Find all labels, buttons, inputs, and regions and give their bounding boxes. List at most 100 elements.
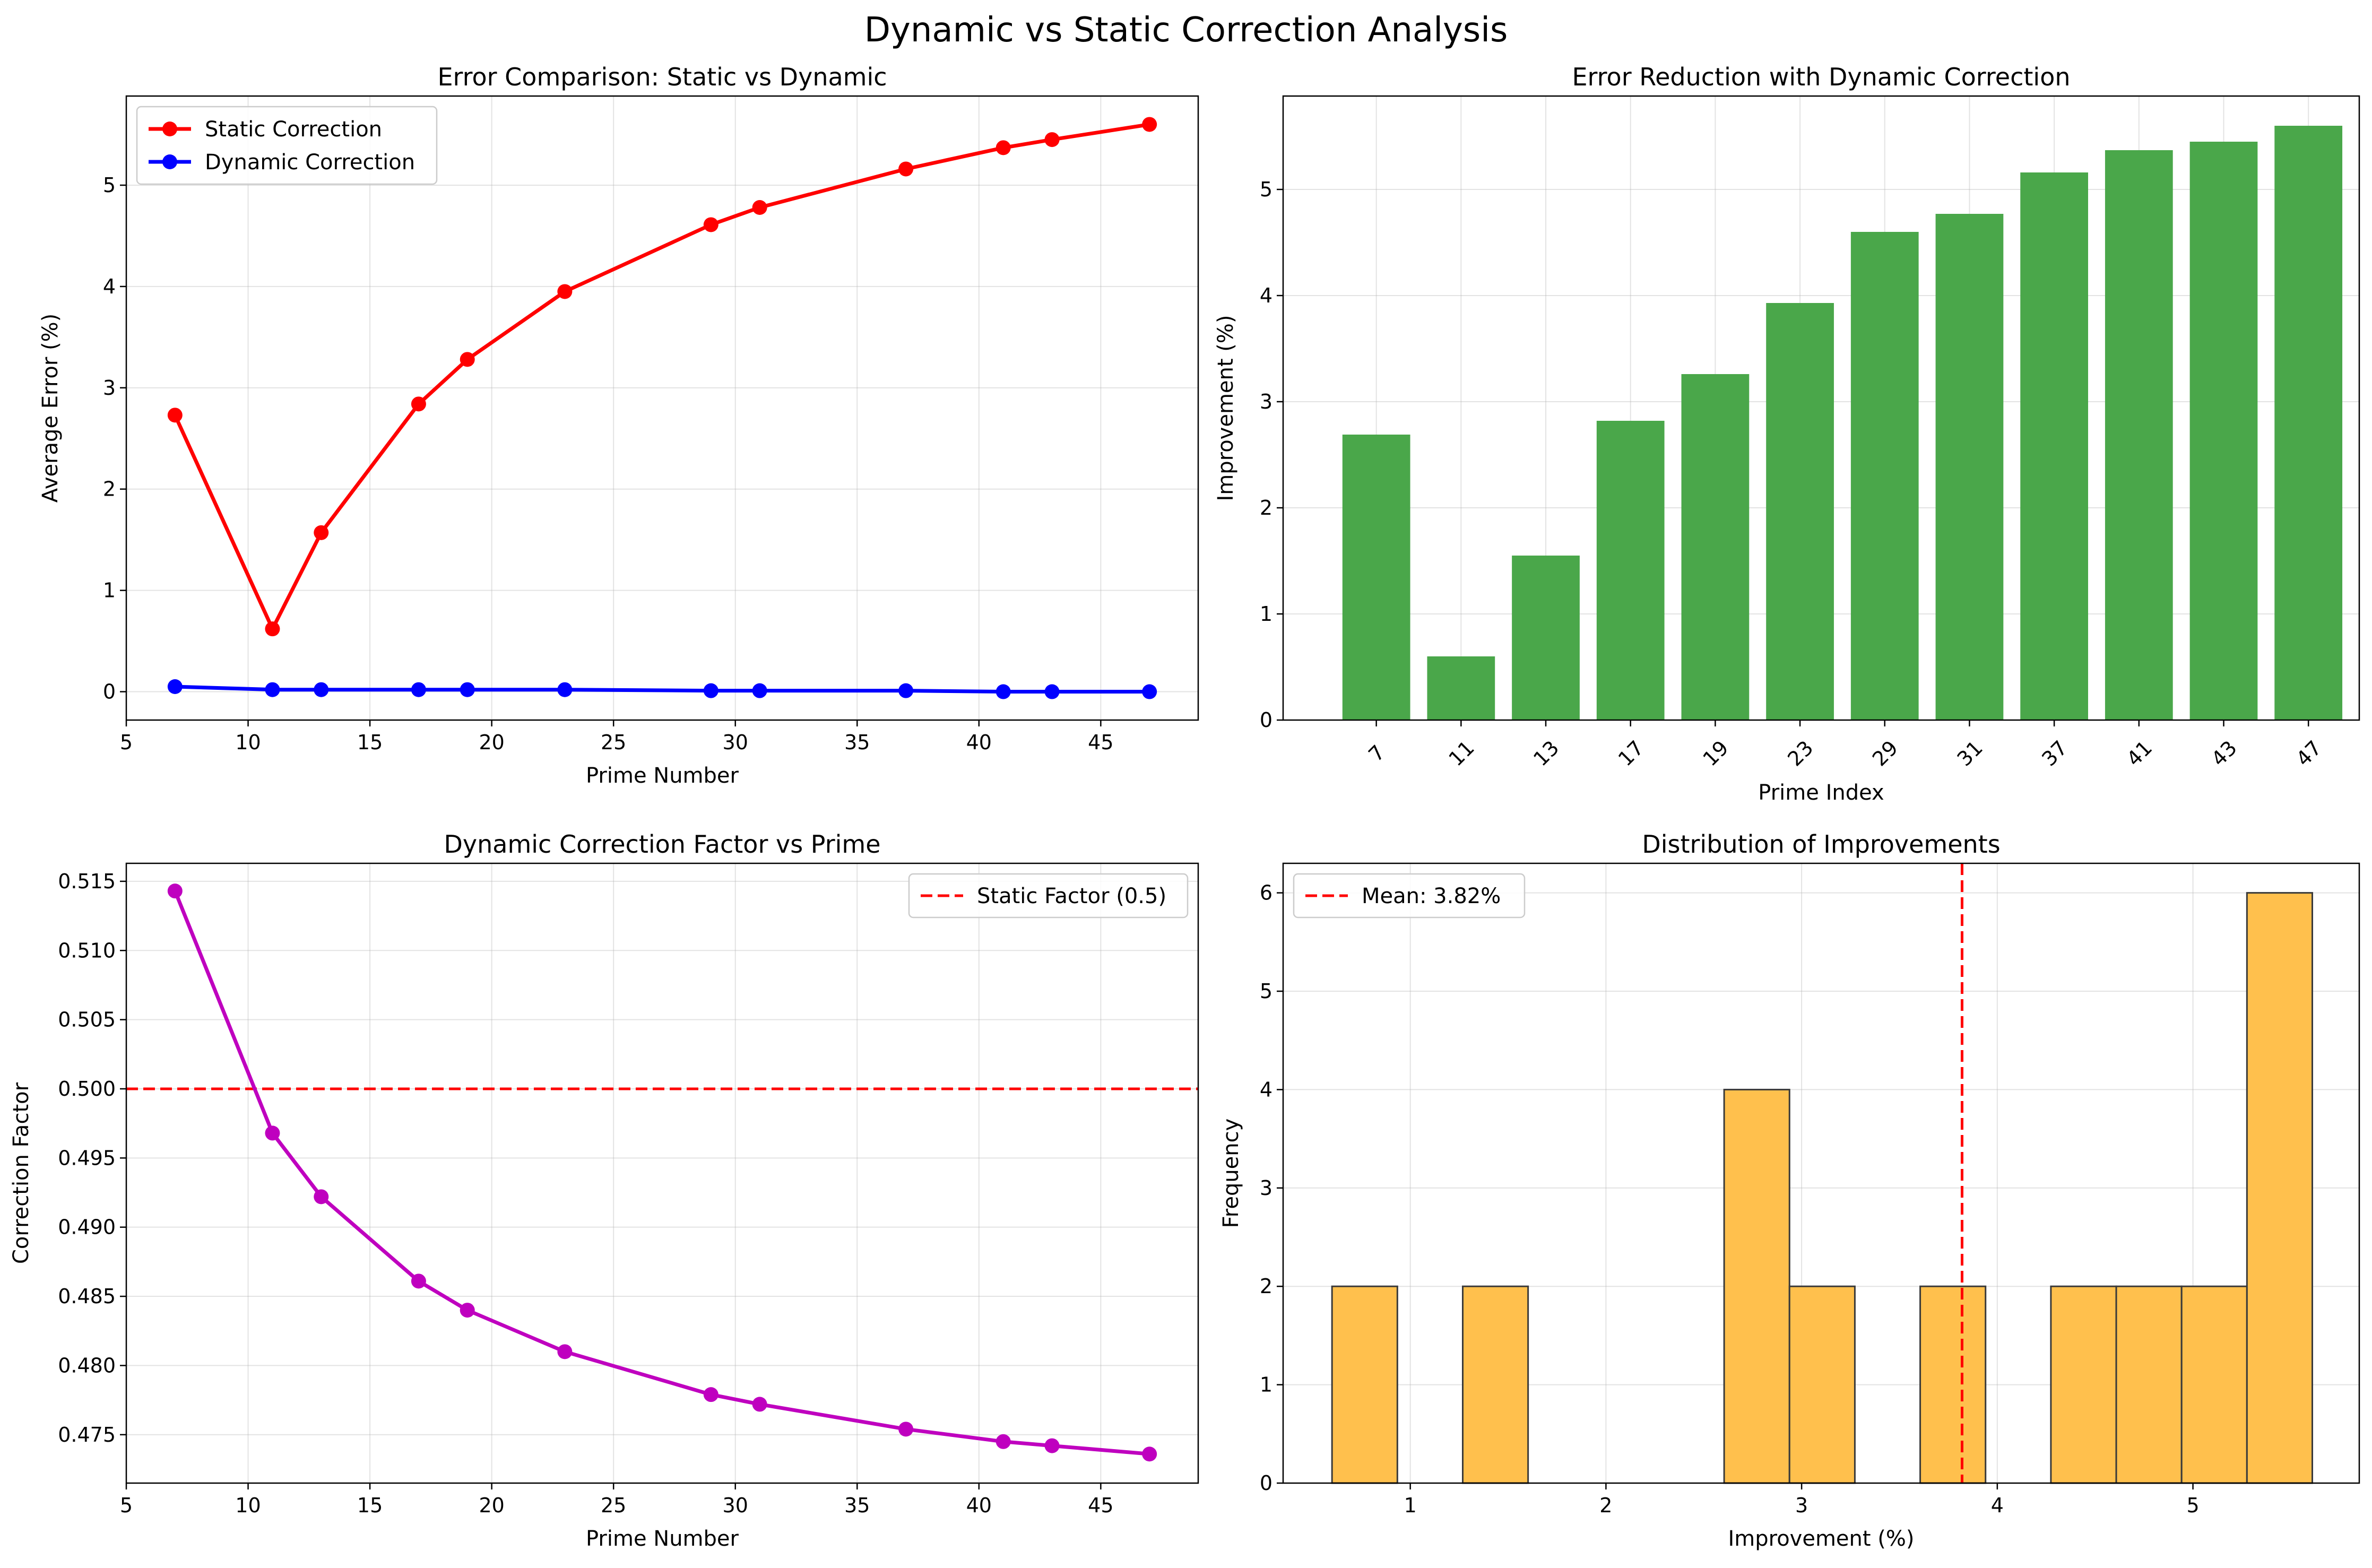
chart-0-series-0-point	[1142, 117, 1157, 132]
chart-2-y-tick-label: 0.475	[58, 1423, 116, 1446]
chart-0-series-1-point	[460, 682, 475, 697]
chart-0-series-1-point	[995, 684, 1011, 699]
chart-0-y-tick-label: 2	[103, 478, 116, 501]
chart-0-legend-label-0: Static Correction	[205, 117, 382, 142]
chart-0-x-tick-label: 15	[357, 731, 383, 754]
chart-2-x-tick-label: 25	[601, 1494, 626, 1517]
chart-3-x-tick-label: 2	[1599, 1494, 1612, 1517]
chart-0-x-tick-label: 5	[120, 731, 133, 754]
chart-0-series-1-line	[175, 685, 1150, 694]
chart-0-series-1-point	[314, 682, 329, 697]
chart-2-series-0-point	[557, 1344, 573, 1359]
chart-2-series-0-point	[460, 1303, 475, 1318]
chart-0-x-tick-label: 40	[966, 731, 992, 754]
chart-0-legend-marker-1	[162, 154, 177, 169]
chart-0-series-0-point	[167, 408, 183, 423]
chart-0-y-axis-label: Average Error (%)	[38, 314, 63, 503]
chart-3-x-tick-label: 1	[1404, 1494, 1417, 1517]
chart-2-y-tick-label: 0.505	[58, 1008, 116, 1032]
chart-2-x-tick-label: 5	[120, 1494, 133, 1517]
chart-1-bar	[2105, 150, 2173, 720]
chart-2-axes-frame	[125, 862, 1199, 1484]
chart-1-y-tick-label: 4	[1260, 284, 1272, 307]
chart-1-axes-frame	[1282, 95, 2360, 721]
chart-3-legend	[1293, 873, 1526, 919]
chart-2-series-0-point	[411, 1274, 426, 1289]
chart-0-series-1-point	[167, 679, 183, 694]
chart-2-series-0-point	[752, 1397, 767, 1412]
chart-2-x-tick-label: 10	[235, 1494, 261, 1517]
chart-1-title: Error Reduction with Dynamic Correction	[1572, 63, 2070, 91]
chart-2-y-tick-label: 0.500	[58, 1077, 116, 1101]
figure-suptitle: Dynamic vs Static Correction Analysis	[864, 11, 1508, 50]
chart-3-histogram-bar	[2180, 1285, 2248, 1484]
chart-0-series-1-point	[411, 682, 426, 697]
chart-2-y-tick-label: 0.485	[58, 1285, 116, 1308]
chart-0-series-0-point	[265, 621, 280, 637]
chart-2-x-tick-label: 35	[844, 1494, 870, 1517]
chart-2-y-tick-label: 0.480	[58, 1354, 116, 1377]
chart-2-series-0-point	[1044, 1438, 1060, 1453]
chart-0-axes-frame	[125, 95, 1199, 721]
chart-2-y-tick-label: 0.495	[58, 1146, 116, 1169]
chart-2-y-axis-label: Correction Factor	[9, 1082, 33, 1264]
chart-0-x-tick-label: 25	[601, 731, 626, 754]
chart-0-legend	[136, 106, 438, 185]
chart-3-x-axis-label: Improvement (%)	[1728, 1527, 1914, 1551]
chart-2-x-axis-label: Prime Number	[586, 1527, 739, 1551]
chart-0-x-tick-label: 30	[723, 731, 748, 754]
chart-1-bar	[1512, 556, 1580, 720]
chart-3-y-tick-label: 5	[1260, 980, 1272, 1003]
chart-1-bar	[1596, 421, 1665, 720]
chart-1-y-tick-label: 5	[1260, 178, 1272, 201]
chart-3-legend-label: Mean: 3.82%	[1362, 884, 1501, 908]
chart-1-bar	[1935, 214, 2004, 720]
chart-2-series-0-point	[995, 1434, 1011, 1449]
chart-0-series-1-point	[1044, 684, 1060, 699]
chart-3-y-tick-label: 0	[1260, 1471, 1272, 1495]
chart-3-histogram-bar	[1788, 1285, 1856, 1484]
chart-3-y-tick-label: 2	[1260, 1275, 1272, 1298]
chart-2-series-0-point	[898, 1422, 914, 1437]
chart-2-series-0-point	[167, 883, 183, 899]
chart-0-y-tick-label: 4	[103, 275, 116, 298]
chart-0-series-0-point	[995, 140, 1011, 155]
chart-1-y-tick-label: 1	[1260, 602, 1272, 626]
chart-1-bar	[1681, 374, 1750, 720]
chart-3-histogram-bar	[2246, 892, 2314, 1484]
chart-1-bar	[2020, 172, 2089, 720]
chart-0-series-0-point	[1044, 132, 1060, 148]
chart-2-series-0-point	[703, 1387, 718, 1402]
chart-3-histogram-bar	[2050, 1285, 2117, 1484]
chart-3-y-tick-label: 4	[1260, 1078, 1272, 1101]
chart-1-bar	[2274, 126, 2343, 720]
chart-0-series-1-point	[1142, 684, 1157, 699]
chart-1-x-axis-label: Prime Index	[1758, 781, 1884, 805]
chart-2-series-0-point	[265, 1125, 280, 1141]
chart-3-histogram-bar	[1461, 1285, 1529, 1484]
chart-2-x-tick-label: 15	[357, 1494, 383, 1517]
chart-0-series-0-point	[898, 161, 914, 177]
chart-0-y-tick-label: 0	[103, 680, 116, 704]
chart-0-series-0-point	[460, 352, 475, 367]
chart-3-improvement-histogram: 1 2 3 4 5 0 1 2 3 4 5 6 Distribution of Improvements…	[1219, 830, 2360, 1551]
chart-0-series-0-point	[557, 284, 573, 299]
chart-0-x-tick-label: 20	[479, 731, 504, 754]
chart-0-x-tick-label: 10	[235, 731, 261, 754]
chart-3-histogram-bar	[2115, 1285, 2183, 1484]
chart-0-x-axis-label: Prime Number	[586, 764, 739, 788]
chart-0-series-1-point	[557, 682, 573, 697]
chart-2-x-tick-label: 45	[1088, 1494, 1113, 1517]
chart-3-y-axis-label: Frequency	[1219, 1119, 1243, 1228]
chart-1-y-tick-label: 2	[1260, 496, 1272, 519]
chart-2-y-tick-label: 0.510	[58, 939, 116, 962]
chart-0-series-0-line	[173, 123, 1150, 631]
chart-0-series-1-point	[898, 683, 914, 698]
chart-1-bar	[1427, 656, 1495, 720]
chart-2-series-0-point	[314, 1189, 329, 1205]
chart-3-histogram-bar	[1919, 1285, 1987, 1484]
chart-0-series-1-point	[752, 683, 767, 698]
